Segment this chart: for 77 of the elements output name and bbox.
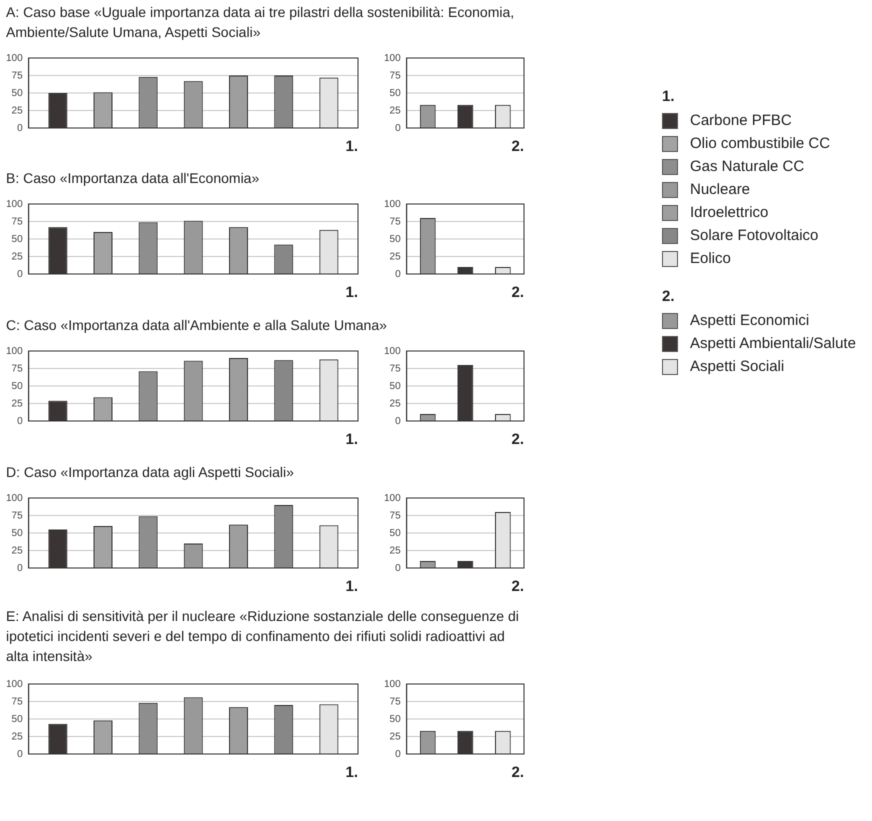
y-tick-label: 0 xyxy=(17,122,24,134)
legend-label: Carbone PFBC xyxy=(690,112,792,129)
y-tick-label: 25 xyxy=(12,731,24,742)
y-tick-label: 100 xyxy=(6,52,24,64)
legend-title: 2. xyxy=(662,288,676,305)
y-tick-label: 100 xyxy=(6,346,24,357)
legend-label: Solare Fotovoltaico xyxy=(690,227,818,244)
y-tick-label: 50 xyxy=(390,234,402,245)
y-tick-label: 50 xyxy=(390,380,402,392)
y-tick-label: 25 xyxy=(390,398,402,410)
legend-label: Nucleare xyxy=(690,181,750,198)
y-tick-label: 25 xyxy=(12,545,24,556)
legend-label: Idroelettrico xyxy=(690,204,768,221)
y-tick-label: 75 xyxy=(12,510,24,522)
y-tick-label: 100 xyxy=(384,52,402,64)
chart-title: C: Caso «Importanza data all'Ambiente e alla Salute Umana» xyxy=(6,316,388,335)
y-tick-label: 100 xyxy=(384,198,402,210)
y-tick-label: 75 xyxy=(12,696,24,708)
y-tick-label: 0 xyxy=(395,416,402,427)
chart-title: E: Analisi di sensitività per il nucleare «Riduzione sostanziale delle conseguenze di ipotetici incidenti severi e del tempo di confinamento dei rifiuti solidi radioattivi ad alta intensità» xyxy=(6,607,520,666)
y-tick-label: 50 xyxy=(12,380,24,392)
y-tick-label: 25 xyxy=(12,105,24,116)
y-tick-label: 75 xyxy=(390,70,402,82)
y-tick-label: 75 xyxy=(12,70,24,82)
y-tick-label: 25 xyxy=(390,731,402,742)
y-tick-label: 0 xyxy=(17,416,24,427)
x-axis-title: 1. xyxy=(345,138,358,156)
y-tick-label: 100 xyxy=(384,346,402,357)
legend-label: Gas Naturale CC xyxy=(690,158,804,175)
x-axis-title: 2. xyxy=(511,764,524,782)
y-tick-label: 100 xyxy=(6,678,24,690)
text: Aspetti Economici xyxy=(690,312,810,329)
y-tick-label: 0 xyxy=(395,268,402,280)
y-tick-label: 0 xyxy=(395,748,402,760)
y-tick-label: 100 xyxy=(384,678,402,690)
y-tick-label: 75 xyxy=(390,696,402,708)
chart-title: A: Caso base «Uguale importanza data ai tre pilastri della sostenibilità: Economia, Ambiente/Salute Umana, Aspetti Sociali» xyxy=(6,3,516,42)
chart-title: D: Caso «Importanza data agli Aspetti Sociali» xyxy=(6,463,295,482)
x-axis-title: 1. xyxy=(345,284,358,302)
y-tick-label: 100 xyxy=(6,492,24,504)
x-axis-title: 2. xyxy=(511,578,524,596)
y-tick-label: 25 xyxy=(12,251,24,262)
x-axis-title: 2. xyxy=(511,284,524,302)
y-tick-label: 75 xyxy=(390,510,402,522)
y-tick-label: 25 xyxy=(390,545,402,556)
y-tick-label: 25 xyxy=(12,398,24,410)
y-tick-label: 50 xyxy=(12,88,24,99)
y-tick-label: 50 xyxy=(12,714,24,725)
x-axis-title: 2. xyxy=(511,138,524,156)
x-axis-title: 1. xyxy=(345,431,358,448)
y-tick-label: 50 xyxy=(390,528,402,539)
y-tick-label: 50 xyxy=(12,528,24,539)
text: Aspetti Ambientali/Salute xyxy=(690,335,856,352)
legend-label: Olio combustibile CC xyxy=(690,135,830,152)
y-tick-label: 100 xyxy=(6,198,24,210)
y-tick-label: 75 xyxy=(390,216,402,228)
y-tick-label: 0 xyxy=(395,122,402,134)
legend-label: Eolico xyxy=(690,250,731,267)
legend-title: 1. xyxy=(662,88,676,105)
y-tick-label: 50 xyxy=(12,234,24,245)
y-tick-label: 50 xyxy=(390,88,402,99)
y-tick-label: 25 xyxy=(390,251,402,262)
chart-title: B: Caso «Importanza data all'Economia» xyxy=(6,169,260,188)
x-axis-title: 1. xyxy=(345,764,358,782)
y-tick-label: 0 xyxy=(17,268,24,280)
y-tick-label: 0 xyxy=(395,562,402,574)
y-tick-label: 50 xyxy=(390,714,402,725)
y-tick-label: 100 xyxy=(384,492,402,504)
y-tick-label: 75 xyxy=(390,363,402,374)
y-tick-label: 75 xyxy=(12,216,24,228)
x-axis-title: 2. xyxy=(511,431,524,448)
y-tick-label: 25 xyxy=(390,105,402,116)
x-axis-title: 1. xyxy=(345,578,358,596)
y-tick-label: 0 xyxy=(17,562,24,574)
y-tick-label: 0 xyxy=(17,748,24,760)
text: Aspetti Sociali xyxy=(690,358,784,375)
y-tick-label: 75 xyxy=(12,363,24,374)
